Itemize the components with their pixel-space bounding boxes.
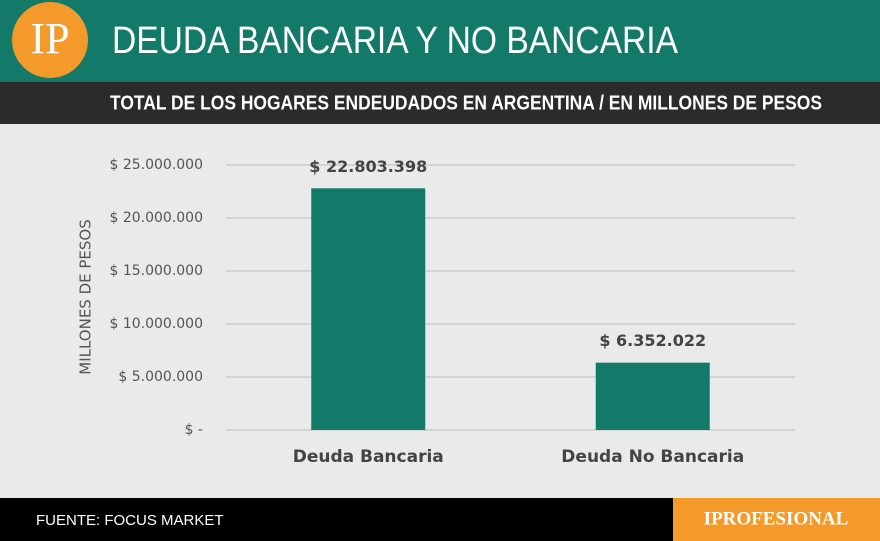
y-tick-label: $ 15.000.000 bbox=[109, 263, 203, 279]
brand-box bbox=[673, 498, 880, 541]
subtitle-band bbox=[0, 82, 880, 124]
x-tick-label: Deuda Bancaria bbox=[293, 447, 444, 467]
y-tick-label: $ 10.000.000 bbox=[109, 316, 203, 332]
y-tick-label: $ 20.000.000 bbox=[109, 210, 203, 226]
y-tick-label: $ 5.000.000 bbox=[118, 369, 203, 385]
header-band bbox=[0, 0, 880, 82]
bar bbox=[595, 362, 710, 430]
y-tick-label: $ - bbox=[185, 422, 203, 438]
logo: IP bbox=[30, 14, 69, 63]
brand: IPROFESIONAL bbox=[704, 508, 849, 529]
title: DEUDA BANCARIA Y NO BANCARIA bbox=[112, 20, 679, 62]
subtitle: TOTAL DE LOS HOGARES ENDEUDADOS EN ARGEN… bbox=[110, 92, 822, 114]
bar bbox=[311, 188, 426, 430]
logo-circle bbox=[12, 2, 88, 78]
source: FUENTE: FOCUS MARKET bbox=[36, 512, 224, 529]
value-label: $ 22.803.398 bbox=[309, 157, 427, 176]
y-axis-label: MILLONES DE PESOS bbox=[77, 219, 95, 375]
y-tick-label: $ 25.000.000 bbox=[109, 157, 203, 173]
value-label: $ 6.352.022 bbox=[599, 331, 706, 350]
x-tick-label: Deuda No Bancaria bbox=[561, 447, 744, 467]
